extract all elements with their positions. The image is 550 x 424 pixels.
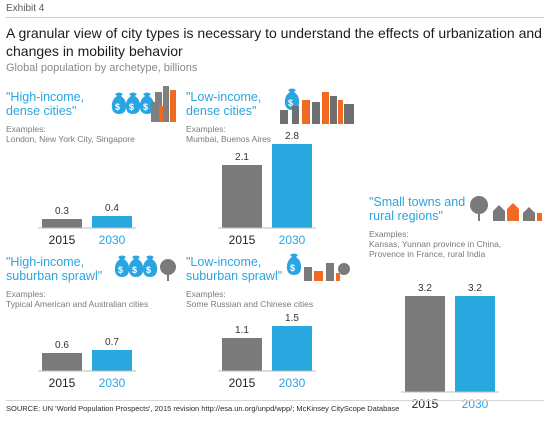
chart-title: A granular view of city types is necessa… xyxy=(6,25,542,59)
bar-chart-high-income-sprawl: 0.6 2015 0.7 2030 xyxy=(38,337,136,390)
value-label-2015: 3.2 xyxy=(418,283,432,294)
value-label-2030: 2.8 xyxy=(285,131,299,142)
value-label-2015: 0.3 xyxy=(55,206,69,217)
value-label-2030: 0.7 xyxy=(105,337,119,348)
bar-2015 xyxy=(405,296,445,392)
bottom-divider xyxy=(6,400,544,401)
bar-2015 xyxy=(222,165,262,228)
svg-text:$: $ xyxy=(118,265,123,275)
bar-chart-high-income-dense: 0.3 2015 0.4 2030 xyxy=(38,203,136,247)
money-bags-suburb-icon: $ $ $ xyxy=(114,255,176,281)
year-label-2015: 2015 xyxy=(229,376,256,390)
panel-high-income-sprawl: "High-income, suburban sprawl" Examples:… xyxy=(6,255,181,395)
panel-title: "Low-income, dense cities" xyxy=(186,90,262,118)
bar-2015 xyxy=(42,353,82,371)
svg-text:$: $ xyxy=(146,265,151,275)
svg-text:$: $ xyxy=(115,102,120,112)
panel-title: "Small towns and rural regions" xyxy=(369,195,466,223)
exhibit-label: Exhibit 4 xyxy=(6,3,45,14)
year-label-2015: 2015 xyxy=(49,376,76,390)
svg-text:$: $ xyxy=(288,98,293,108)
svg-text:$: $ xyxy=(129,102,134,112)
panel-examples: Examples: Kansas, Yunnan province in Chi… xyxy=(369,229,502,259)
year-label-2030: 2030 xyxy=(99,233,126,247)
panel-examples: Examples: Typical American and Australia… xyxy=(6,289,149,309)
value-label-2015: 1.1 xyxy=(235,325,249,336)
money-bags-skyline-icon: $ $ $ xyxy=(111,86,176,122)
bar-2030 xyxy=(272,144,312,228)
panel-small-towns-rural: "Small towns and rural regions" Examples… xyxy=(369,195,544,411)
value-label-2030: 1.5 xyxy=(285,313,299,324)
year-label-2030: 2030 xyxy=(99,376,126,390)
panel-title: "High-income, dense cities" xyxy=(6,90,85,118)
bar-2015 xyxy=(222,338,262,371)
panel-low-income-sprawl: "Low-income, suburban sprawl" Examples: … xyxy=(186,253,361,395)
bar-2030 xyxy=(455,296,495,392)
bar-2030 xyxy=(92,216,132,228)
panel-title: "High-income, suburban sprawl" xyxy=(6,255,103,283)
svg-text:$: $ xyxy=(290,263,295,273)
bar-chart-low-income-sprawl: 1.1 2015 1.5 2030 xyxy=(218,313,316,390)
year-label-2030: 2030 xyxy=(279,233,306,247)
value-label-2015: 2.1 xyxy=(235,152,249,163)
panel-title: "Low-income, suburban sprawl" xyxy=(186,255,283,283)
panel-examples: Examples: London, New York City, Singapo… xyxy=(6,124,135,144)
bar-2030 xyxy=(92,350,132,371)
chart-subtitle: Global population by archetype, billions xyxy=(6,62,198,74)
year-label-2030: 2030 xyxy=(279,376,306,390)
value-label-2015: 0.6 xyxy=(55,340,69,351)
money-bag-dense-city-icon: $ xyxy=(280,88,354,124)
panel-low-income-dense: "Low-income, dense cities" Examples: Mum… xyxy=(186,88,361,247)
value-label-2030: 3.2 xyxy=(468,283,482,294)
bar-2030 xyxy=(272,326,312,371)
year-label-2015: 2015 xyxy=(49,233,76,247)
town-trees-icon xyxy=(470,196,542,221)
money-bag-suburb-icon: $ xyxy=(286,253,350,281)
value-label-2030: 0.4 xyxy=(105,203,119,214)
panel-examples: Examples: Some Russian and Chinese citie… xyxy=(186,289,314,309)
top-divider xyxy=(6,17,544,18)
source-note: SOURCE: UN 'World Population Prospects',… xyxy=(6,404,400,413)
year-label-2015: 2015 xyxy=(229,233,256,247)
svg-text:$: $ xyxy=(132,265,137,275)
panel-examples: Examples: Mumbai, Buenos Aires xyxy=(186,124,272,144)
panel-high-income-dense: "High-income, dense cities" Examples: Lo… xyxy=(6,86,181,247)
bar-2015 xyxy=(42,219,82,228)
svg-text:$: $ xyxy=(143,102,148,112)
bar-chart-low-income-dense: 2.1 2015 2.8 2030 xyxy=(218,131,316,247)
